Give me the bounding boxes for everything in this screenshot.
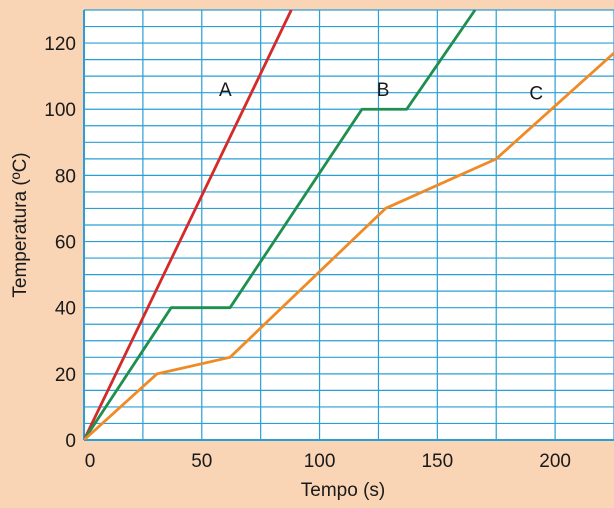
x-tick-label: 0 [85,451,96,472]
x-tick-label: 50 [191,451,212,472]
x-tick-label: 100 [304,451,336,472]
y-tick-label: 120 [44,34,76,55]
x-tick-label: 150 [421,451,453,472]
x-tick-label: 200 [539,451,571,472]
series-label-a: A [219,80,232,101]
y-tick-label: 60 [55,233,76,254]
series-label-c: C [529,83,543,104]
series-line-a [84,9,293,440]
series-line-b [84,9,477,440]
y-tick-label: 20 [55,365,76,386]
y-tick-label: 0 [65,431,76,452]
y-tick-label: 40 [55,299,76,320]
y-tick-label: 100 [44,100,76,121]
series-label-b: B [377,80,390,101]
y-tick-label: 80 [55,166,76,187]
y-axis-label: Temperatura (ºC) [10,152,31,297]
x-axis-label: Tempo (s) [301,480,385,501]
series-line-c [84,51,614,440]
